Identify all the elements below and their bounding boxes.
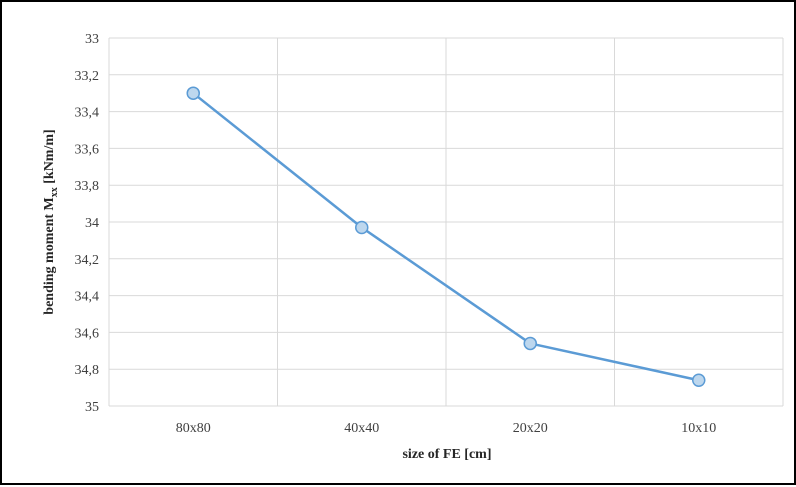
vertical-gridlines — [108, 38, 784, 406]
data-point — [186, 86, 200, 100]
series-group — [186, 86, 706, 387]
x-tick-label: 40x40 — [344, 421, 379, 436]
y-axis-title-unit: [kNm/m] — [42, 129, 57, 187]
y-tick-label: 33,4 — [75, 106, 100, 121]
y-axis-title: bending moment Mxx [kNm/m] — [42, 129, 60, 314]
x-axis-tick-labels: 80x80 40x40 20x20 10x10 — [176, 421, 717, 436]
x-tick-label: 20x20 — [513, 421, 548, 436]
y-tick-label: 33,6 — [75, 142, 100, 157]
y-tick-label: 34,6 — [75, 326, 100, 341]
data-point — [355, 220, 369, 235]
data-point — [523, 336, 537, 351]
x-axis-title: size of FE [cm] — [402, 447, 491, 462]
y-axis-title-main: bending moment M — [42, 197, 57, 314]
y-tick-label: 34,2 — [75, 253, 100, 268]
y-tick-label: 34,8 — [75, 363, 100, 378]
data-point — [692, 373, 706, 387]
y-tick-label: 33 — [85, 32, 99, 47]
series-line — [192, 92, 700, 382]
x-tick-label: 80x80 — [176, 421, 211, 436]
y-tick-label: 34 — [85, 216, 99, 231]
y-tick-label: 34,4 — [75, 290, 100, 305]
y-axis-title-subscript: xx — [49, 187, 60, 197]
y-tick-label: 33,2 — [75, 69, 100, 84]
y-tick-label: 35 — [85, 400, 99, 415]
y-axis-tick-labels: 33 33,2 33,4 33,6 33,8 34 34,2 34,4 34,6 34,8 35 — [75, 32, 100, 415]
y-tick-label: 33,8 — [75, 179, 100, 194]
x-tick-label: 10x10 — [681, 421, 716, 436]
